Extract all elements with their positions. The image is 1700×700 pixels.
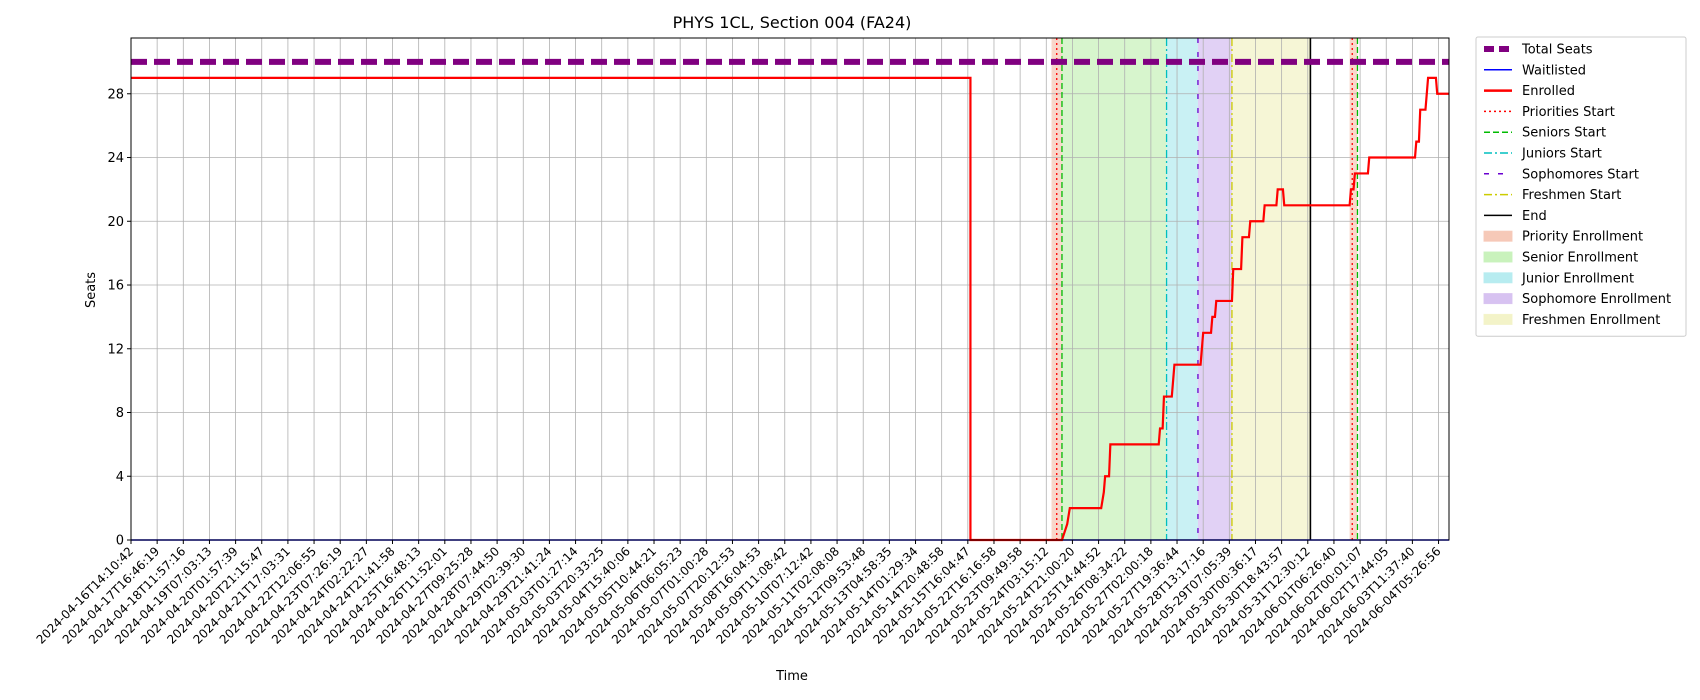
legend-label-seniors-start: Seniors Start — [1522, 126, 1606, 141]
legend-swatch-freshmen-enrollment — [1483, 313, 1513, 325]
y-axis-ticks: 0 4 8 12 16 20 24 28 — [107, 87, 131, 549]
y-tick-label: 4 — [116, 470, 124, 485]
span-sophomore-enrollment-4 — [1197, 38, 1232, 540]
span-freshmen-enrollment-5 — [1231, 38, 1311, 540]
y-axis-label: Seats — [84, 272, 99, 308]
legend-label-freshmen-enrollment: Freshmen Enrollment — [1522, 313, 1660, 328]
legend-label-priority-enrollment: Priority Enrollment — [1522, 230, 1643, 245]
legend-label-end: End — [1522, 209, 1547, 224]
legend-label-senior-enrollment: Senior Enrollment — [1522, 251, 1638, 266]
legend-label-juniors-start: Juniors Start — [1521, 147, 1602, 162]
span-junior-enrollment-3 — [1166, 38, 1198, 540]
legend-frame — [1475, 36, 1687, 337]
legend-label-sophomores-start: Sophomores Start — [1522, 167, 1639, 182]
y-tick-label: 24 — [107, 151, 124, 166]
legend-swatch-senior-enrollment — [1483, 251, 1513, 263]
y-tick-label: 20 — [107, 215, 124, 230]
legend-label-junior-enrollment: Junior Enrollment — [1521, 271, 1634, 286]
y-tick-label: 28 — [107, 87, 124, 102]
chart-title: PHYS 1CL, Section 004 (FA24) — [673, 13, 912, 32]
legend: Total Seats Waitlisted Enrolled Priorities … — [1475, 36, 1687, 337]
x-axis-ticks: 2024-04-16T14:10:422024-04-17T16:46:1920… — [34, 540, 1444, 647]
y-tick-label: 0 — [116, 534, 124, 549]
plot-frame — [130, 37, 1450, 541]
span-senior-enrollment-2 — [1061, 38, 1167, 540]
legend-label-freshmen-start: Freshmen Start — [1522, 188, 1621, 203]
legend-swatch-sophomore-enrollment — [1483, 293, 1513, 305]
x-axis-label: Time — [775, 669, 808, 684]
y-tick-label: 8 — [116, 406, 124, 421]
legend-swatch-junior-enrollment — [1483, 272, 1513, 284]
legend-label-total-seats: Total Seats — [1521, 43, 1593, 58]
series-enrolled — [131, 76, 1449, 542]
grid — [130, 38, 1449, 541]
y-tick-label: 16 — [107, 279, 124, 294]
y-tick-label: 12 — [107, 342, 124, 357]
legend-label-sophomore-enrollment: Sophomore Enrollment — [1522, 292, 1671, 307]
legend-swatch-priority-enrollment — [1483, 230, 1513, 242]
legend-label-priorities-start: Priorities Start — [1522, 105, 1615, 120]
legend-label-waitlisted: Waitlisted — [1522, 63, 1586, 78]
enrollment-period-spans — [1051, 38, 1358, 540]
legend-label-enrolled: Enrolled — [1522, 84, 1575, 99]
span-priority-enrollment-1 — [1349, 38, 1358, 540]
